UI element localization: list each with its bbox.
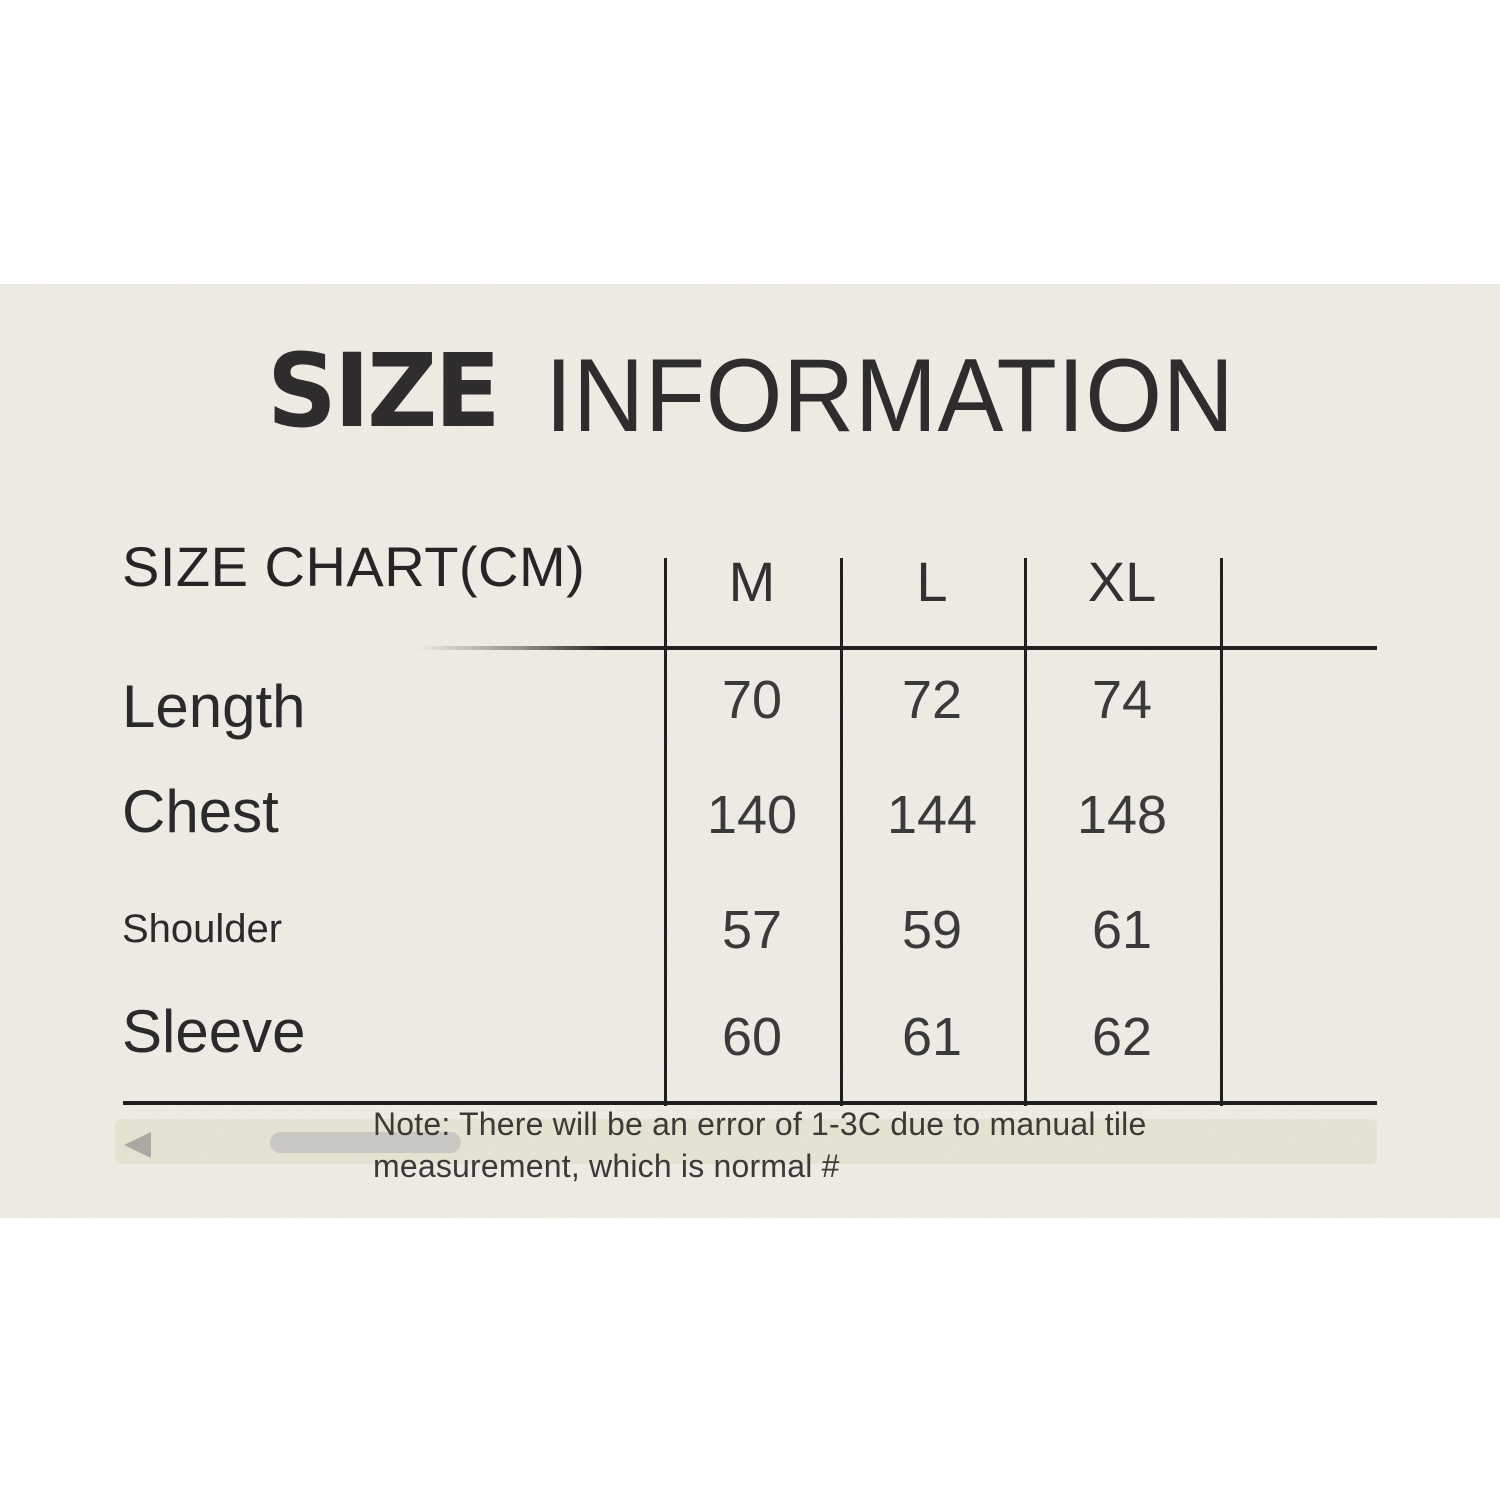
row-label-chest: Chest	[122, 778, 279, 845]
note-line-1: Note: There will be an error of 1-3C due…	[373, 1106, 1147, 1142]
row-label-shoulder: Shoulder	[122, 907, 283, 951]
column-header-xl: XL	[1087, 550, 1157, 613]
cell-shoulder-l: 59	[901, 900, 963, 960]
cell-sleeve-xl: 62	[1091, 1007, 1153, 1067]
title-word-information: INFORMATION	[545, 338, 1235, 454]
table-vertical-line-2	[840, 558, 843, 1106]
cell-length-l: 72	[901, 670, 963, 730]
scroll-left-arrow-icon[interactable]	[124, 1132, 151, 1158]
table-vertical-line-3	[1024, 558, 1027, 1106]
column-header-l: L	[916, 550, 948, 613]
size-chart-cm-label: SIZE CHART(CM)	[122, 535, 586, 598]
cell-sleeve-l: 61	[901, 1007, 963, 1067]
cell-chest-l: 144	[886, 785, 978, 845]
cell-shoulder-xl: 61	[1091, 900, 1153, 960]
column-header-m: M	[728, 550, 776, 613]
title-word-size: SIZE	[267, 332, 501, 451]
measurement-note: Note: There will be an error of 1-3C due…	[373, 1103, 1203, 1187]
table-header-divider-line	[418, 646, 1377, 650]
row-label-length: Length	[122, 673, 306, 740]
row-label-sleeve: Sleeve	[122, 998, 306, 1065]
cell-length-xl: 74	[1091, 670, 1153, 730]
cell-shoulder-m: 57	[721, 900, 783, 960]
table-bottom-line	[123, 1101, 1377, 1105]
table-vertical-line-4	[1220, 558, 1223, 1106]
table-vertical-line-1	[664, 558, 667, 1106]
cell-length-m: 70	[721, 670, 783, 730]
note-line-2: measurement, which is normal #	[373, 1148, 840, 1184]
cell-chest-xl: 148	[1076, 785, 1168, 845]
cell-sleeve-m: 60	[721, 1007, 783, 1067]
cell-chest-m: 140	[706, 785, 798, 845]
